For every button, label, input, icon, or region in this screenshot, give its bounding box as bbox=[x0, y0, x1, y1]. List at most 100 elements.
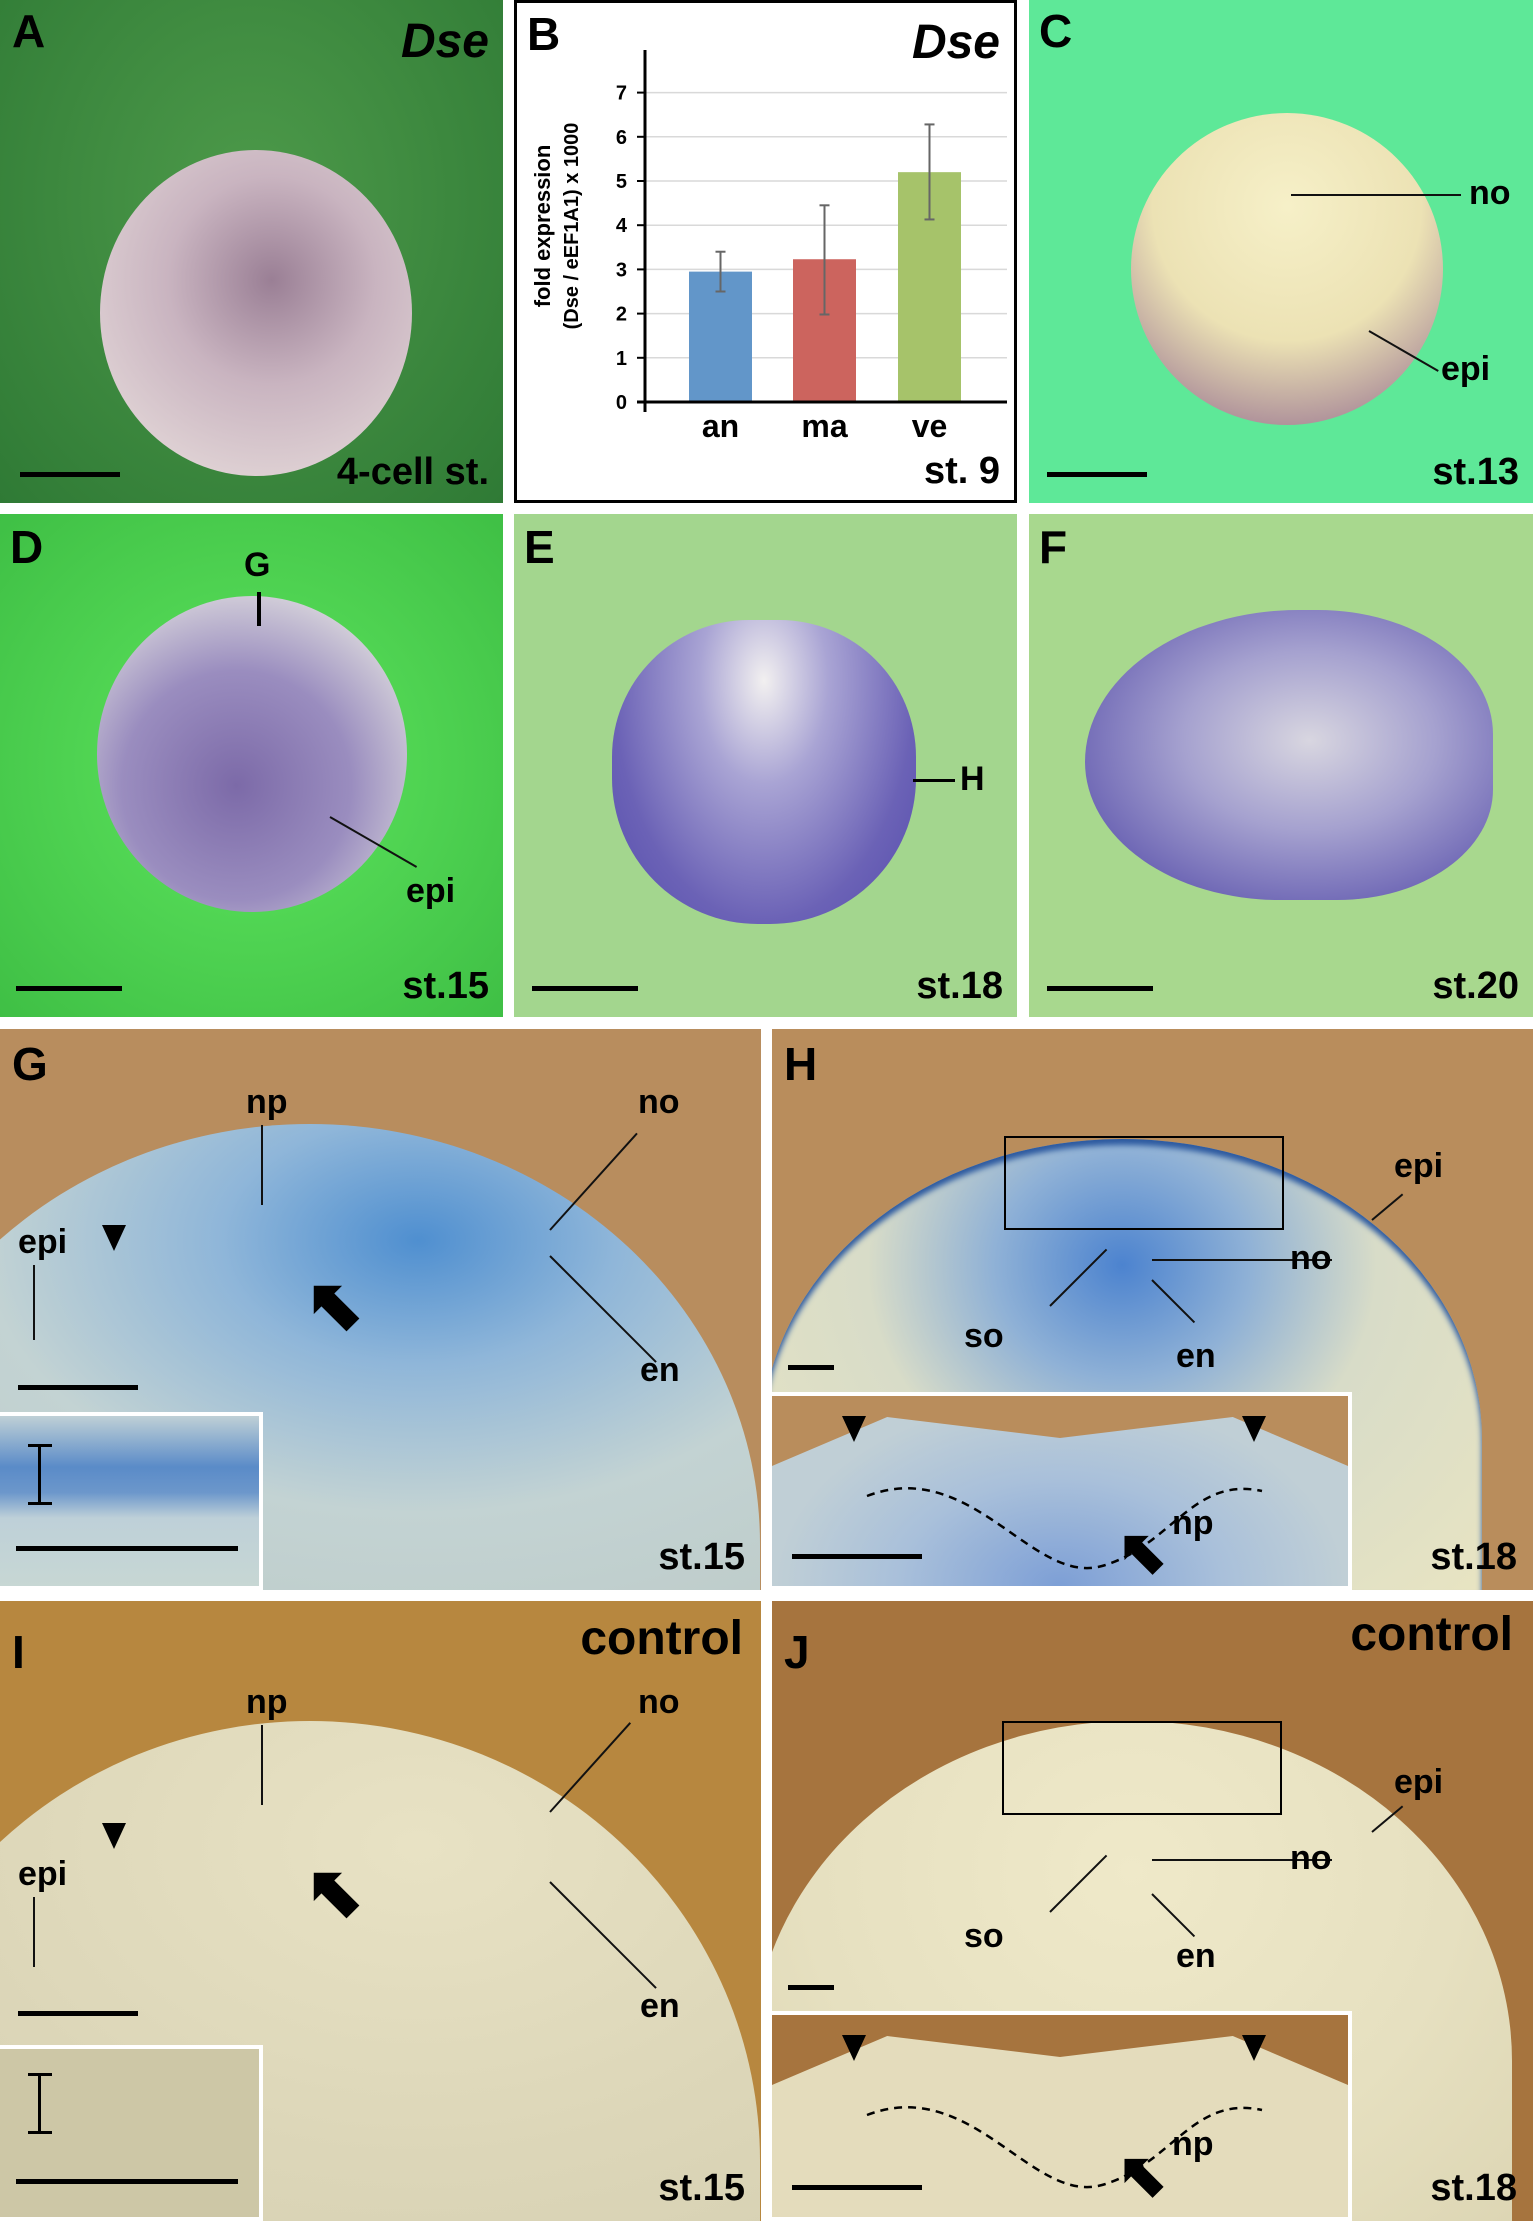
label-no: no bbox=[1469, 174, 1511, 212]
stage-label: st.18 bbox=[1430, 1536, 1517, 1578]
label-epi: epi bbox=[1394, 1147, 1444, 1185]
label-epi: epi bbox=[1441, 350, 1491, 388]
y-axis-label: fold expression bbox=[530, 145, 555, 308]
arrowhead-icon bbox=[102, 1823, 126, 1849]
panel-a: A Dse 4-cell st. bbox=[0, 0, 503, 503]
label-en: en bbox=[640, 1987, 680, 2025]
arrow-icon: ⬉ bbox=[1117, 2141, 1168, 2208]
scale-bar bbox=[18, 2011, 138, 2016]
condition-label: control bbox=[1350, 1608, 1513, 1661]
embryo-image bbox=[1085, 610, 1493, 900]
label-np: np bbox=[246, 1683, 288, 1721]
scale-bar bbox=[788, 1365, 834, 1370]
bar-chart: 0 1 2 3 4 5 6 7 an ma ve fold expression (Dse / eEF1… bbox=[530, 50, 1007, 444]
panel-letter: J bbox=[784, 1626, 810, 1678]
chart-title: Dse bbox=[911, 16, 1000, 69]
scale-bar bbox=[792, 1554, 922, 1559]
panel-b-chart: 0 1 2 3 4 5 6 7 an ma ve fold expression (Dse / eEF1… bbox=[514, 0, 1017, 503]
scale-bar bbox=[788, 1985, 834, 1990]
x-tick-label: an bbox=[702, 408, 739, 444]
scale-bar bbox=[792, 2185, 922, 2190]
y-tick-label: 0 bbox=[616, 392, 627, 414]
scale-bar bbox=[1047, 472, 1147, 477]
inset-image bbox=[0, 1412, 263, 1590]
panel-h: epi no so en ⬉ np H st.18 bbox=[772, 1029, 1533, 1590]
panel-j: control epi no so en ⬉ np J st.18 bbox=[772, 1601, 1533, 2221]
panel-letter: H bbox=[784, 1038, 818, 1090]
label-np: np bbox=[1172, 1504, 1214, 1542]
y-tick-label: 2 bbox=[616, 304, 627, 326]
stage-label: st. 9 bbox=[923, 450, 1000, 492]
panel-letter: B bbox=[527, 8, 561, 60]
arrowhead-icon bbox=[1242, 1416, 1266, 1442]
zoom-box bbox=[1002, 1721, 1282, 1815]
label-no: no bbox=[638, 1683, 680, 1721]
label-so: so bbox=[964, 1917, 1004, 1955]
stage-label: st.15 bbox=[402, 965, 489, 1007]
condition-label: control bbox=[580, 1612, 743, 1665]
scale-bar bbox=[532, 986, 638, 991]
panel-g: np no epi ⬉ en G st.15 bbox=[0, 1029, 761, 1590]
arrowhead-icon bbox=[842, 1416, 866, 1442]
panel-letter: I bbox=[12, 1626, 25, 1678]
scale-bar bbox=[16, 1546, 238, 1551]
arrow-icon: ⬉ bbox=[1117, 1518, 1168, 1585]
inset-image bbox=[0, 2045, 263, 2221]
label-np: np bbox=[1172, 2125, 1214, 2163]
label-h: H bbox=[960, 760, 985, 798]
panel-c: no epi C st.13 bbox=[1029, 0, 1533, 503]
x-tick-label: ve bbox=[912, 408, 948, 444]
arrow-icon: ⬉ bbox=[305, 1852, 364, 1930]
scale-bar bbox=[1047, 986, 1153, 991]
inset-image: ⬉ np bbox=[772, 1392, 1352, 1590]
panel-e: H E st.18 bbox=[514, 514, 1017, 1017]
label-no: no bbox=[638, 1083, 680, 1121]
label-epi: epi bbox=[18, 1855, 68, 1893]
y-axis-label: (Dse / eEF1A1) x 1000 bbox=[561, 123, 583, 330]
label-epi: epi bbox=[406, 872, 456, 910]
y-tick-label: 6 bbox=[616, 127, 627, 149]
label-no: no bbox=[1290, 1839, 1332, 1877]
bar-an bbox=[689, 271, 752, 402]
panel-f: F st.20 bbox=[1029, 514, 1533, 1017]
label-g: G bbox=[244, 546, 271, 584]
arrowhead-icon bbox=[842, 2035, 866, 2061]
y-tick-label: 4 bbox=[616, 215, 628, 237]
arrowhead-icon bbox=[102, 1225, 126, 1251]
scale-bar bbox=[18, 1385, 138, 1390]
embryo-image bbox=[1131, 113, 1443, 425]
label-en: en bbox=[1176, 1937, 1216, 1975]
label-en: en bbox=[1176, 1337, 1216, 1375]
arrowhead-icon bbox=[1242, 2035, 1266, 2061]
panel-letter: C bbox=[1039, 5, 1073, 57]
panel-letter: F bbox=[1039, 521, 1068, 573]
label-so: so bbox=[964, 1317, 1004, 1355]
label-epi: epi bbox=[1394, 1763, 1444, 1801]
panel-d: G epi D st.15 bbox=[0, 514, 503, 1017]
panel-letter: G bbox=[12, 1038, 48, 1090]
stage-label: st.15 bbox=[658, 1536, 745, 1578]
stage-label: st.18 bbox=[1430, 2167, 1517, 2209]
y-tick-label: 5 bbox=[616, 171, 627, 193]
panel-i: control np no epi ⬉ en I st.15 bbox=[0, 1601, 761, 2221]
stage-label: st.15 bbox=[658, 2167, 745, 2209]
embryo-image bbox=[97, 596, 407, 912]
stage-label: st.20 bbox=[1432, 965, 1519, 1007]
label-np: np bbox=[246, 1083, 288, 1121]
y-tick-label: 7 bbox=[616, 83, 627, 105]
label-no: no bbox=[1290, 1239, 1332, 1277]
panel-letter: E bbox=[524, 521, 555, 573]
panel-letter: D bbox=[10, 521, 44, 573]
scale-bar bbox=[20, 472, 120, 477]
scale-bar bbox=[16, 2179, 238, 2184]
stage-label: 4-cell st. bbox=[336, 451, 489, 493]
stage-label: st.18 bbox=[916, 965, 1003, 1007]
arrow-icon: ⬉ bbox=[305, 1265, 364, 1343]
scale-bar bbox=[16, 986, 122, 991]
embryo-image bbox=[612, 620, 916, 924]
gene-label: Dse bbox=[400, 15, 489, 68]
inset-image: ⬉ np bbox=[772, 2011, 1352, 2221]
stage-label: st.13 bbox=[1432, 451, 1519, 493]
label-epi: epi bbox=[18, 1223, 68, 1261]
panel-letter: A bbox=[12, 5, 46, 57]
